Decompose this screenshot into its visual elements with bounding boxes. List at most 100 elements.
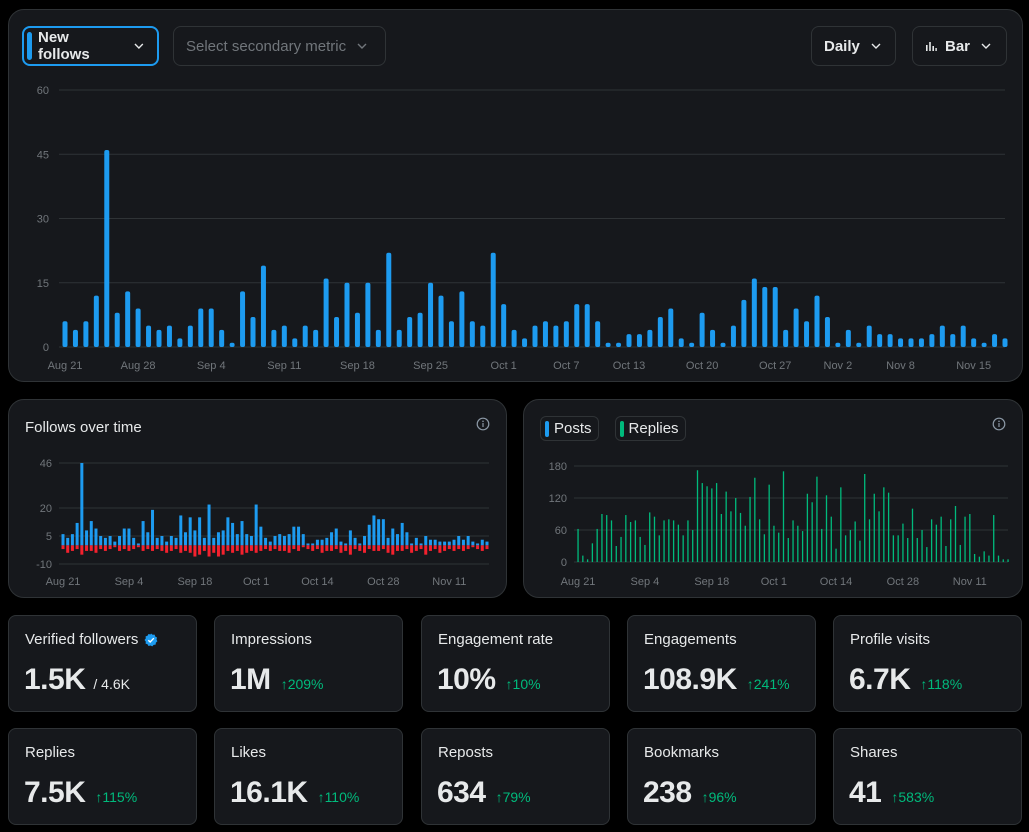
y-tick-label: -10 — [36, 559, 52, 571]
chart-type-dropdown-label: Bar — [945, 37, 971, 55]
x-tick-label: Sep 4 — [115, 576, 144, 588]
arrow-up-icon: ↑ — [317, 789, 325, 805]
unfollows-bar — [268, 545, 272, 551]
replies-bar — [586, 559, 589, 562]
stat-card[interactable]: Engagement rate 10% ↑10% — [421, 615, 610, 712]
legend-replies[interactable]: Replies — [614, 416, 686, 441]
unfollows-bar — [66, 545, 70, 553]
x-tick-label: Sep 18 — [177, 576, 212, 588]
stat-value: 6.7K — [849, 663, 911, 696]
period-dropdown-label: Daily — [824, 37, 860, 55]
follows-bar — [103, 537, 107, 546]
stat-label-text: Engagement rate — [438, 631, 554, 648]
x-tick-label: Oct 14 — [820, 576, 852, 588]
bar — [114, 312, 120, 347]
unfollows-bar — [348, 545, 352, 555]
verified-badge-icon — [144, 633, 158, 646]
follows-bar — [278, 534, 282, 546]
chart-type-dropdown[interactable]: Bar — [912, 26, 1007, 66]
replies-bar — [591, 543, 594, 562]
stat-card[interactable]: Bookmarks 238 ↑96% — [627, 728, 816, 825]
unfollows-bar — [179, 545, 183, 553]
x-tick-label: Sep 18 — [340, 360, 375, 372]
follows-bar — [443, 541, 447, 546]
bar — [689, 342, 695, 347]
unfollows-bar — [118, 545, 122, 551]
stat-card[interactable]: Replies 7.5K ↑115% — [8, 728, 197, 825]
secondary-metric-dropdown[interactable]: Select secondary metric — [173, 26, 386, 66]
bar — [574, 304, 580, 347]
metric-dropdown[interactable]: New follows — [22, 26, 159, 66]
stat-label-text: Profile visits — [850, 631, 931, 648]
info-icon[interactable] — [992, 417, 1006, 431]
replies-bar — [868, 519, 871, 562]
follows-bar — [259, 526, 263, 546]
bar — [459, 291, 465, 347]
follows-bar — [235, 534, 239, 546]
replies-bar — [973, 554, 976, 562]
replies-bar — [639, 536, 641, 562]
replies-bar — [787, 538, 789, 562]
replies-bar — [754, 477, 756, 562]
info-icon[interactable] — [476, 417, 490, 431]
bar — [762, 287, 768, 347]
chevron-down-icon — [871, 43, 881, 49]
unfollows-bar — [282, 545, 286, 551]
follows-bar — [476, 543, 480, 546]
period-dropdown[interactable]: Daily — [811, 26, 896, 66]
legend-posts[interactable]: Posts — [540, 416, 599, 441]
bar — [522, 338, 528, 347]
unfollows-bar — [61, 545, 65, 550]
bar — [626, 334, 632, 347]
y-tick-label: 180 — [549, 461, 567, 473]
y-tick-label: 60 — [555, 525, 567, 537]
replies-bar — [601, 514, 603, 562]
follows-bar — [466, 536, 470, 546]
stat-value-row: 634 ↑79% — [437, 776, 531, 810]
y-tick-label: 20 — [40, 503, 52, 515]
replies-bar — [892, 535, 895, 562]
follows-bar — [339, 541, 343, 546]
stat-label-text: Shares — [850, 744, 898, 761]
posts-replies-chart: 0 60 120 180 Aug 21 Sep 4 Sep 18 Oct 1 Oct 14 Oct… — [549, 461, 1009, 588]
stat-card[interactable]: Verified followers 1.5K / 4.6K — [8, 615, 197, 712]
stat-card[interactable]: Profile visits 6.7K ↑118% — [833, 615, 1022, 712]
unfollows-bar — [381, 545, 385, 550]
replies-bar — [739, 512, 742, 562]
unfollows-bar — [273, 545, 277, 550]
unfollows-bar — [372, 545, 376, 551]
replies-bar — [873, 493, 875, 562]
replies-bar — [782, 471, 785, 562]
x-tick-label: Oct 20 — [686, 360, 718, 372]
unfollows-bar — [424, 545, 428, 555]
replies-bar — [859, 540, 861, 562]
stat-card[interactable]: Impressions 1M ↑209% — [214, 615, 403, 712]
bar — [240, 291, 246, 347]
replies-bar — [940, 516, 942, 562]
legend-posts-label: Posts — [554, 420, 592, 437]
follows-bar — [198, 517, 202, 546]
bar — [898, 338, 904, 347]
unfollows-bar — [264, 545, 268, 550]
bar — [668, 308, 674, 347]
unfollows-bar — [419, 545, 423, 550]
stat-card[interactable]: Engagements 108.9K ↑241% — [627, 615, 816, 712]
follows-bar — [89, 521, 93, 546]
stat-card[interactable]: Reposts 634 ↑79% — [421, 728, 610, 825]
stat-card[interactable]: Likes 16.1K ↑110% — [214, 728, 403, 825]
follows-bar — [325, 537, 329, 546]
bar — [866, 325, 872, 347]
replies-bar — [768, 484, 770, 562]
replies-bar — [692, 530, 694, 562]
chevron-down-icon — [134, 43, 144, 49]
bar — [751, 278, 757, 347]
unfollows-bar — [315, 545, 319, 550]
replies-bar — [606, 515, 608, 562]
posts-swatch — [545, 420, 549, 437]
replies-bar — [672, 520, 675, 562]
metric-dropdown-label: New follows — [38, 29, 90, 63]
replies-bar — [625, 515, 627, 562]
stat-label: Verified followers — [25, 631, 158, 648]
replies-bar — [854, 521, 856, 562]
stat-card[interactable]: Shares 41 ↑583% — [833, 728, 1022, 825]
